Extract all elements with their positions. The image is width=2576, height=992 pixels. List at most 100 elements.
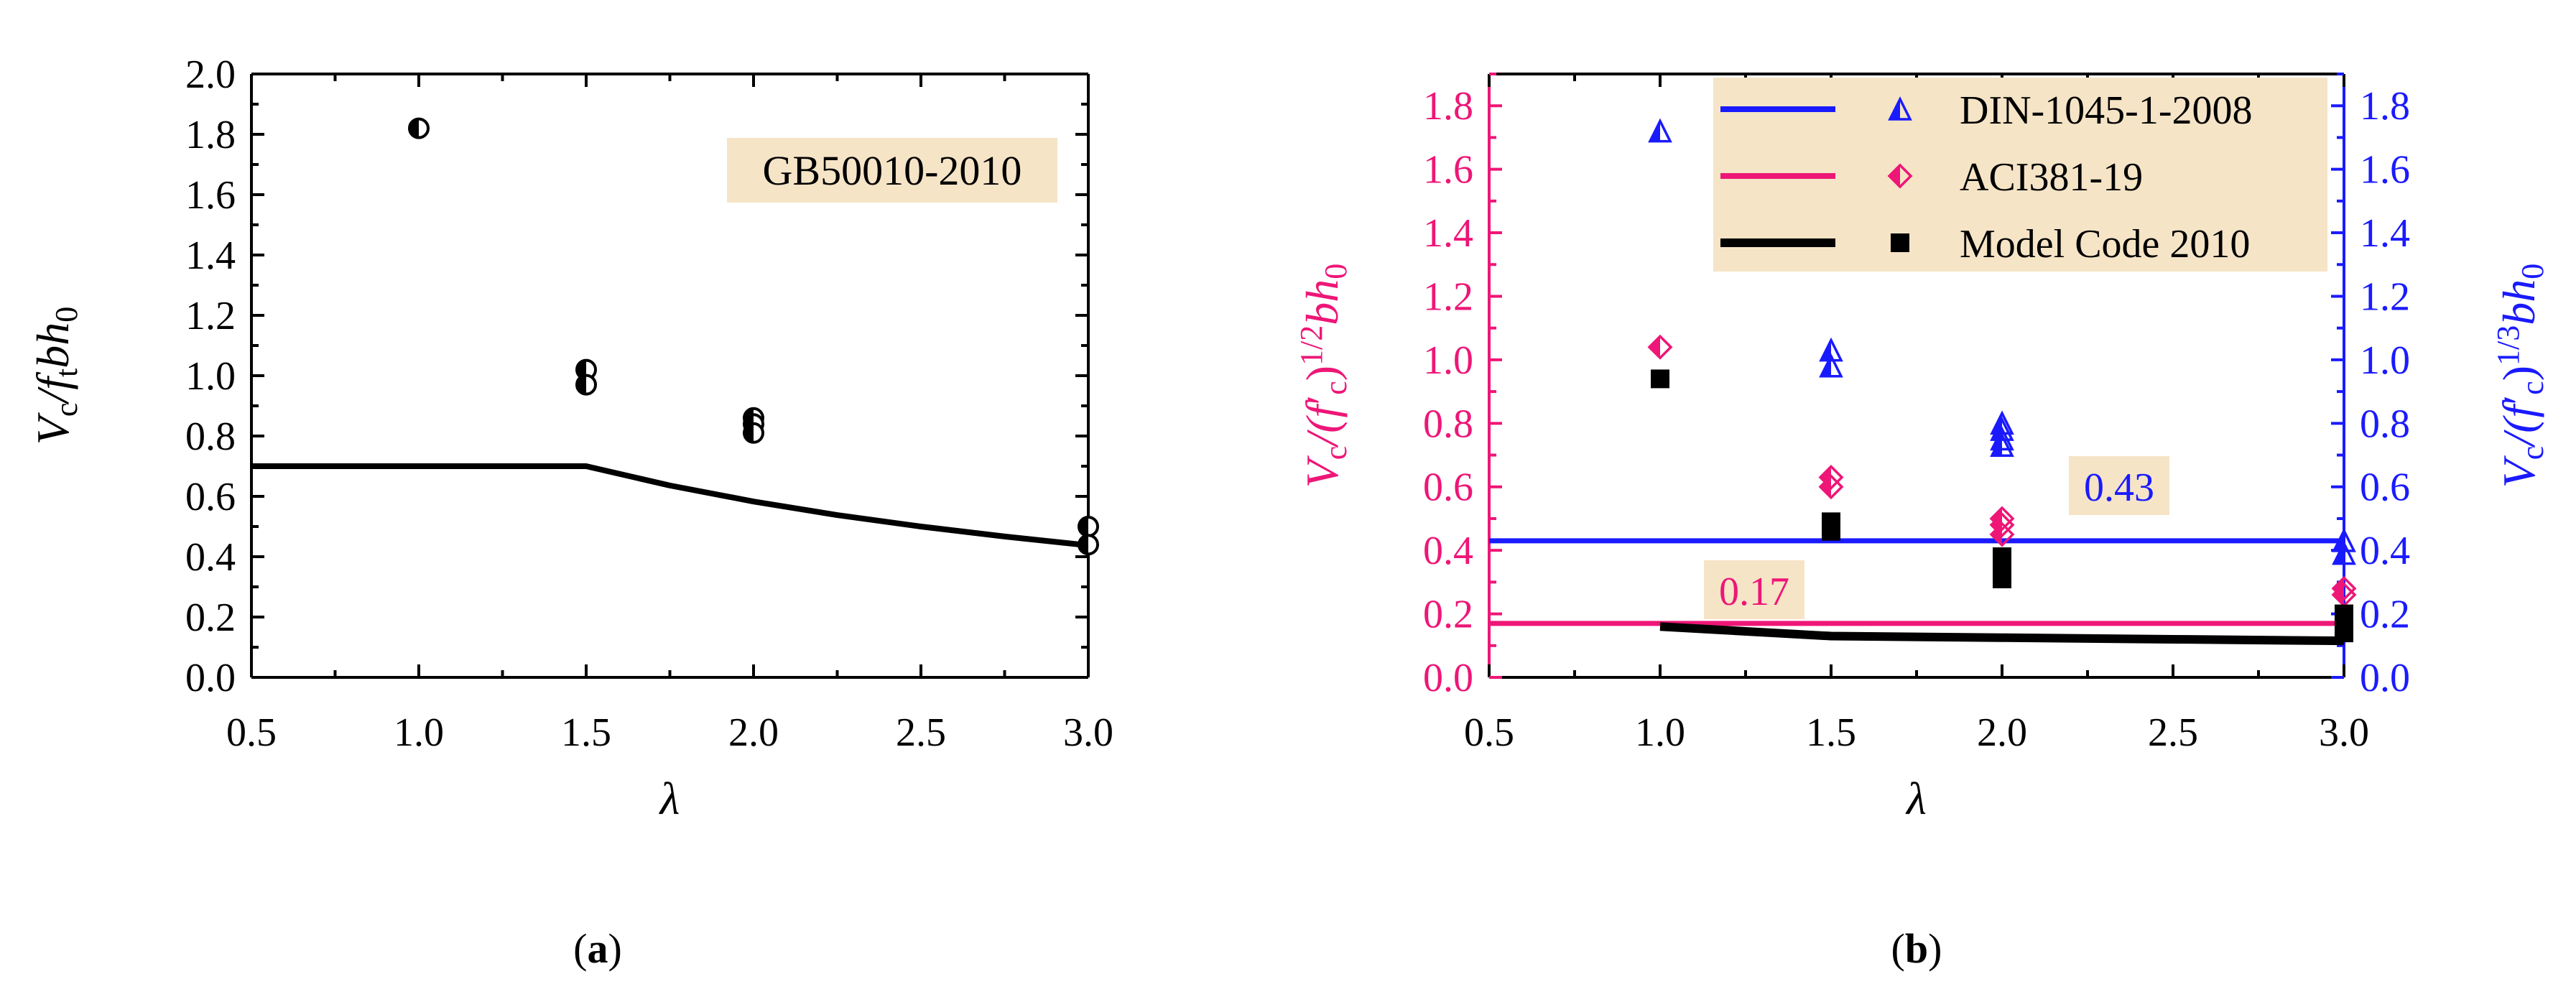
data-point (1078, 516, 1099, 537)
panel-a: 0.5 1.0 1.5 2.0 2.5 3.0 0.0 0.2 0.4 0.6 0.8 1.0 1.2 1… (27, 52, 1113, 972)
x-axis-label: λ (659, 773, 680, 824)
din-1045-1-2008-point-outline (1819, 353, 1843, 378)
gb50010-annotation: GB50010-2010 (727, 138, 1057, 203)
right-y-tick-label: 1.8 (2360, 84, 2410, 129)
din-1045-1-2008-point-outline (2332, 540, 2356, 565)
aci381-19-point (1818, 474, 1844, 500)
right-y-tick-label: 1.0 (2360, 338, 2410, 383)
model-code-2010-point (2335, 624, 2353, 643)
legend-marker (1891, 233, 1909, 252)
legend-marker-fill (1889, 165, 1900, 187)
right-y-tick-label: 0.6 (2360, 465, 2410, 510)
din-1045-1-2008-point (1990, 432, 2014, 458)
y-tick-label: 1.6 (185, 173, 236, 218)
legend-marker-outline (1887, 163, 1913, 189)
x-tick-label: 3.0 (2319, 710, 2369, 755)
data-point-fill (1079, 517, 1088, 536)
aci381-19-point-fill (1820, 476, 1831, 498)
y-tick-label: 0.8 (1423, 402, 1473, 446)
model-code-2010-point (1651, 369, 1669, 389)
y-tick-label: 1.2 (185, 294, 236, 338)
x-tick-label: 1.0 (1635, 710, 1685, 755)
y-tick-label: 1.0 (1423, 338, 1473, 383)
x-tick-label: 2.5 (896, 710, 946, 755)
din-1045-1-2008-point-outline (1990, 432, 2014, 458)
model-code-2010-point (1993, 569, 2011, 588)
x-tick-label: 2.5 (2148, 710, 2198, 755)
legend-marker-outline (1888, 96, 1912, 121)
x-tick-label: 0.5 (226, 710, 277, 755)
legend-entry: ACI381-19 (1720, 155, 2143, 200)
right-y-tick-label: 1.4 (2360, 211, 2410, 256)
legend-marker (1887, 163, 1913, 189)
annotation-background (1704, 560, 1804, 619)
y-tick-label: 1.0 (185, 354, 236, 399)
model-code-2010-point (1822, 522, 1840, 541)
annotation-background (727, 138, 1057, 203)
din-1045-1-2008-point (2332, 540, 2356, 565)
legend-label: ACI381-19 (1960, 155, 2143, 200)
y-tick-label: 0.6 (1423, 465, 1473, 510)
y-axis-label: Vc/ftbh0 (27, 307, 84, 445)
data-point-fill (577, 375, 586, 394)
x-axis-label: λ (1905, 773, 1927, 824)
x-tick-label: 1.5 (1806, 710, 1856, 755)
x-tick-label: 0.5 (1464, 710, 1514, 755)
annotation-0.17: 0.17 (1704, 560, 1804, 619)
right-y-tick-label: 1.6 (2360, 148, 2410, 193)
din-1045-1-2008-point (1648, 118, 1672, 143)
right-y-tick-label: 0.2 (2360, 593, 2410, 637)
data-point-fill (409, 119, 419, 138)
aci381-19-point-outline (1818, 474, 1844, 500)
aci381-19-point-fill (1991, 524, 2002, 546)
din-1045-1-2008-point (1819, 353, 1843, 378)
right-y-tick-label: 1.2 (2360, 274, 2410, 319)
y-tick-label: 0.6 (185, 475, 236, 519)
y-tick-label: 1.6 (1423, 148, 1473, 193)
data-point-fill (744, 423, 754, 442)
y-tick-label: 1.4 (1423, 211, 1473, 256)
panel-b: 0.5 1.0 1.5 2.0 2.5 3.0 0.0 0.0 0.2 0.2 0.4 0.4 0.6 0… (1294, 73, 2550, 972)
left-y-axis-label: Vc/(f′c)1/2bh0 (1294, 264, 1353, 488)
x-tick-label: 3.0 (1063, 710, 1113, 755)
annotation-background (2069, 456, 2169, 515)
data-point-fill (1079, 535, 1088, 555)
annotation-0.43: 0.43 (2069, 456, 2169, 515)
aci381-19-point-outline (1989, 522, 2015, 547)
y-tick-label: 1.8 (185, 113, 236, 157)
legend: DIN-1045-1-2008 ACI381-19 Model Code 2010 (1713, 78, 2327, 272)
aci381-19-point (1647, 334, 1673, 360)
legend-label: Model Code 2010 (1960, 222, 2250, 266)
annotation-text: GB50010-2010 (763, 147, 1022, 194)
panel-label-b: (b) (1891, 925, 1942, 972)
aci381-19-point (1989, 522, 2015, 547)
y-tick-label: 0.2 (185, 595, 236, 640)
legend-label: DIN-1045-1-2008 (1960, 88, 2252, 133)
annotation-text: 0.43 (2084, 465, 2154, 510)
x-tick-label: 2.0 (728, 710, 779, 755)
x-tick-label: 1.5 (561, 710, 611, 755)
y-tick-label: 0.0 (185, 656, 236, 700)
x-tick-label: 2.0 (1977, 710, 2027, 755)
din-1045-1-2008-point-outline (1648, 118, 1672, 143)
y-tick-label: 0.4 (1423, 529, 1473, 573)
gb50010-limit-line (251, 463, 1089, 549)
model-code-2010-limit-line (1659, 622, 2345, 646)
y-tick-label: 0.2 (1423, 593, 1473, 637)
right-y-axis-label: Vc/(f′c)1/3bh0 (2491, 264, 2550, 488)
legend-entry: Model Code 2010 (1720, 222, 2250, 266)
y-tick-label: 0.0 (1423, 656, 1473, 700)
right-y-tick-label: 0.8 (2360, 402, 2410, 446)
right-y-tick-label: 0.4 (2360, 529, 2410, 573)
y-tick-label: 2.0 (185, 52, 236, 97)
annotation-text: 0.17 (1719, 570, 1789, 614)
legend-entry: DIN-1045-1-2008 (1720, 88, 2252, 133)
data-point (1078, 534, 1099, 556)
panel-label-a: (a) (573, 925, 622, 972)
y-tick-label: 1.8 (1423, 84, 1473, 129)
legend-marker (1888, 96, 1912, 121)
y-tick-label: 1.2 (1423, 274, 1473, 319)
data-point (743, 422, 764, 444)
aci381-19-point-outline (1647, 334, 1673, 360)
